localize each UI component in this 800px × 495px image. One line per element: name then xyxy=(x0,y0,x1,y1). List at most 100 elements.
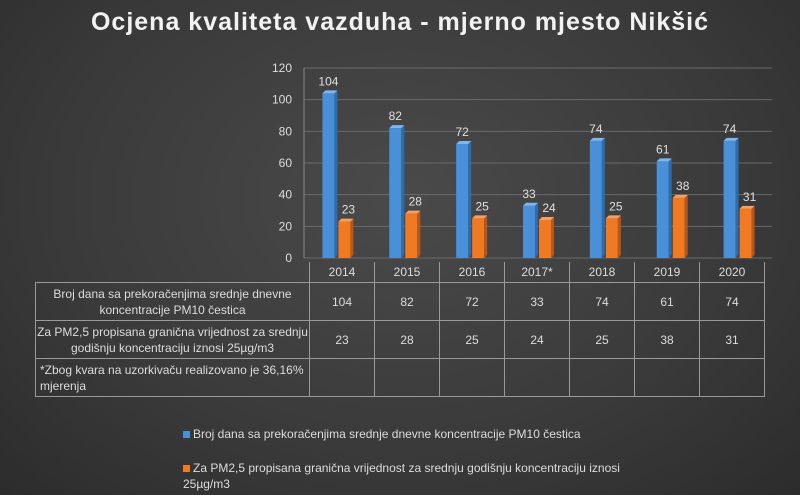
bar-top xyxy=(672,194,688,198)
table-cell: 74 xyxy=(569,282,635,321)
data-label: 74 xyxy=(589,122,603,136)
bar-pm25 xyxy=(338,221,351,258)
table-cell: 82 xyxy=(374,282,440,321)
table-row: Broj dana sa prekoračenjima srednje dnev… xyxy=(35,282,765,321)
bar-side xyxy=(735,137,739,258)
table-cell: 72 xyxy=(439,282,505,321)
bar-pm25 xyxy=(539,220,551,258)
data-table: 2014 2015 2016 2017* 2018 2019 2020 Broj dana s… xyxy=(35,262,765,397)
y-tick-label: 0 xyxy=(285,251,292,262)
bar-top xyxy=(539,217,554,220)
legend-label: Broj dana sa prekoračenjima srednje dnev… xyxy=(193,427,581,441)
table-cell: 61 xyxy=(634,282,700,321)
bar-pm25 xyxy=(739,208,752,258)
bar-side xyxy=(751,205,755,258)
table-cell xyxy=(699,358,765,397)
data-label: 61 xyxy=(656,142,670,156)
bar-pm10 xyxy=(389,128,402,258)
bar-pm25 xyxy=(405,213,418,258)
bar-side xyxy=(684,194,688,258)
table-cell: 2019 xyxy=(634,262,700,283)
bar-top xyxy=(589,137,605,141)
table-row: Za PM2,5 propisana granična vrijednost z… xyxy=(35,320,765,359)
data-label: 72 xyxy=(455,125,469,139)
bar-pm10 xyxy=(589,140,602,258)
table-cell xyxy=(569,358,635,397)
data-label: 28 xyxy=(409,195,423,209)
table-cell: 2014 xyxy=(309,262,375,283)
table-cell: 33 xyxy=(504,282,570,321)
bar-pm25 xyxy=(472,218,485,258)
table-cell xyxy=(374,358,440,397)
table-cell xyxy=(439,358,505,397)
bar-top xyxy=(405,210,421,214)
y-tick-label: 120 xyxy=(272,61,292,75)
table-cell: 24 xyxy=(504,320,570,359)
bar-side xyxy=(617,215,621,258)
bar-top xyxy=(656,158,672,162)
data-label: 38 xyxy=(676,179,690,193)
legend-swatch-orange xyxy=(183,465,190,472)
bar-pm25 xyxy=(605,218,618,258)
table-note-row: *Zbog kvara na uzorkivaču realizovano je… xyxy=(35,358,765,397)
bar-pm10 xyxy=(723,140,736,258)
y-tick-label: 20 xyxy=(279,219,293,233)
row-label xyxy=(36,262,310,283)
row-label: *Zbog kvara na uzorkivaču realizovano je… xyxy=(35,358,310,397)
y-tick-label: 40 xyxy=(279,188,293,202)
bar-side xyxy=(601,137,605,258)
bar-side xyxy=(417,210,421,258)
data-label: 25 xyxy=(609,199,623,213)
table-cell: 25 xyxy=(569,320,635,359)
y-tick-label: 80 xyxy=(279,124,293,138)
table-cell: 74 xyxy=(699,282,765,321)
bar-pm10 xyxy=(456,144,469,258)
data-label: 104 xyxy=(318,74,338,88)
table-cell: 25 xyxy=(439,320,505,359)
row-label: Broj dana sa prekoračenjima srednje dnev… xyxy=(35,282,310,321)
bar-top xyxy=(338,218,354,222)
y-tick-label: 100 xyxy=(272,93,292,107)
table-cell: 31 xyxy=(699,320,765,359)
legend-item-pm10: Broj dana sa prekoračenjima srednje dnev… xyxy=(183,426,581,442)
table-cell: 38 xyxy=(634,320,700,359)
bar-side xyxy=(334,90,338,258)
bar-side xyxy=(468,141,472,258)
bar-side xyxy=(668,158,672,258)
table-cell xyxy=(634,358,700,397)
bar-side xyxy=(551,217,554,258)
bar-top xyxy=(605,215,621,219)
data-label: 24 xyxy=(542,201,556,215)
table-cell: 28 xyxy=(374,320,440,359)
legend-item-pm25: Za PM2,5 propisana granična vrijednost z… xyxy=(183,460,663,492)
table-cell: 104 xyxy=(309,282,375,321)
data-label: 33 xyxy=(522,187,536,201)
table-header-row: 2014 2015 2016 2017* 2018 2019 2020 xyxy=(36,262,765,283)
table-cell: 2015 xyxy=(374,262,440,283)
bar-top xyxy=(456,141,472,144)
bar-side xyxy=(350,218,354,258)
bar-pm25 xyxy=(672,197,685,258)
bar-top xyxy=(322,90,338,94)
bar-pm10 xyxy=(656,161,669,258)
table-cell xyxy=(504,358,570,397)
table-cell: 2018 xyxy=(569,262,635,283)
legend-swatch-blue xyxy=(183,431,190,438)
table-cell: 23 xyxy=(309,320,375,359)
table-cell: 2016 xyxy=(439,262,505,283)
bar-top xyxy=(472,215,488,219)
data-label: 31 xyxy=(743,190,757,204)
bar-top xyxy=(739,205,755,209)
bar-top xyxy=(523,202,538,206)
data-label: 82 xyxy=(389,109,403,123)
table-cell: 2020 xyxy=(699,262,765,283)
bar-pm10 xyxy=(322,93,335,258)
data-label: 74 xyxy=(723,122,737,136)
y-tick-label: 60 xyxy=(279,156,293,170)
bar-top xyxy=(723,137,739,141)
legend-label: Za PM2,5 propisana granična vrijednost z… xyxy=(183,461,620,491)
chart-title: Ocjena kvaliteta vazduha - mjerno mjesto… xyxy=(90,8,710,36)
data-label: 23 xyxy=(342,203,356,217)
chart-plot: 0 20 40 60 80 100 120 104 23 82 28 72 25 33 24 74 25 61 38… xyxy=(272,61,772,262)
row-label: Za PM2,5 propisana granična vrijednost z… xyxy=(35,320,310,359)
